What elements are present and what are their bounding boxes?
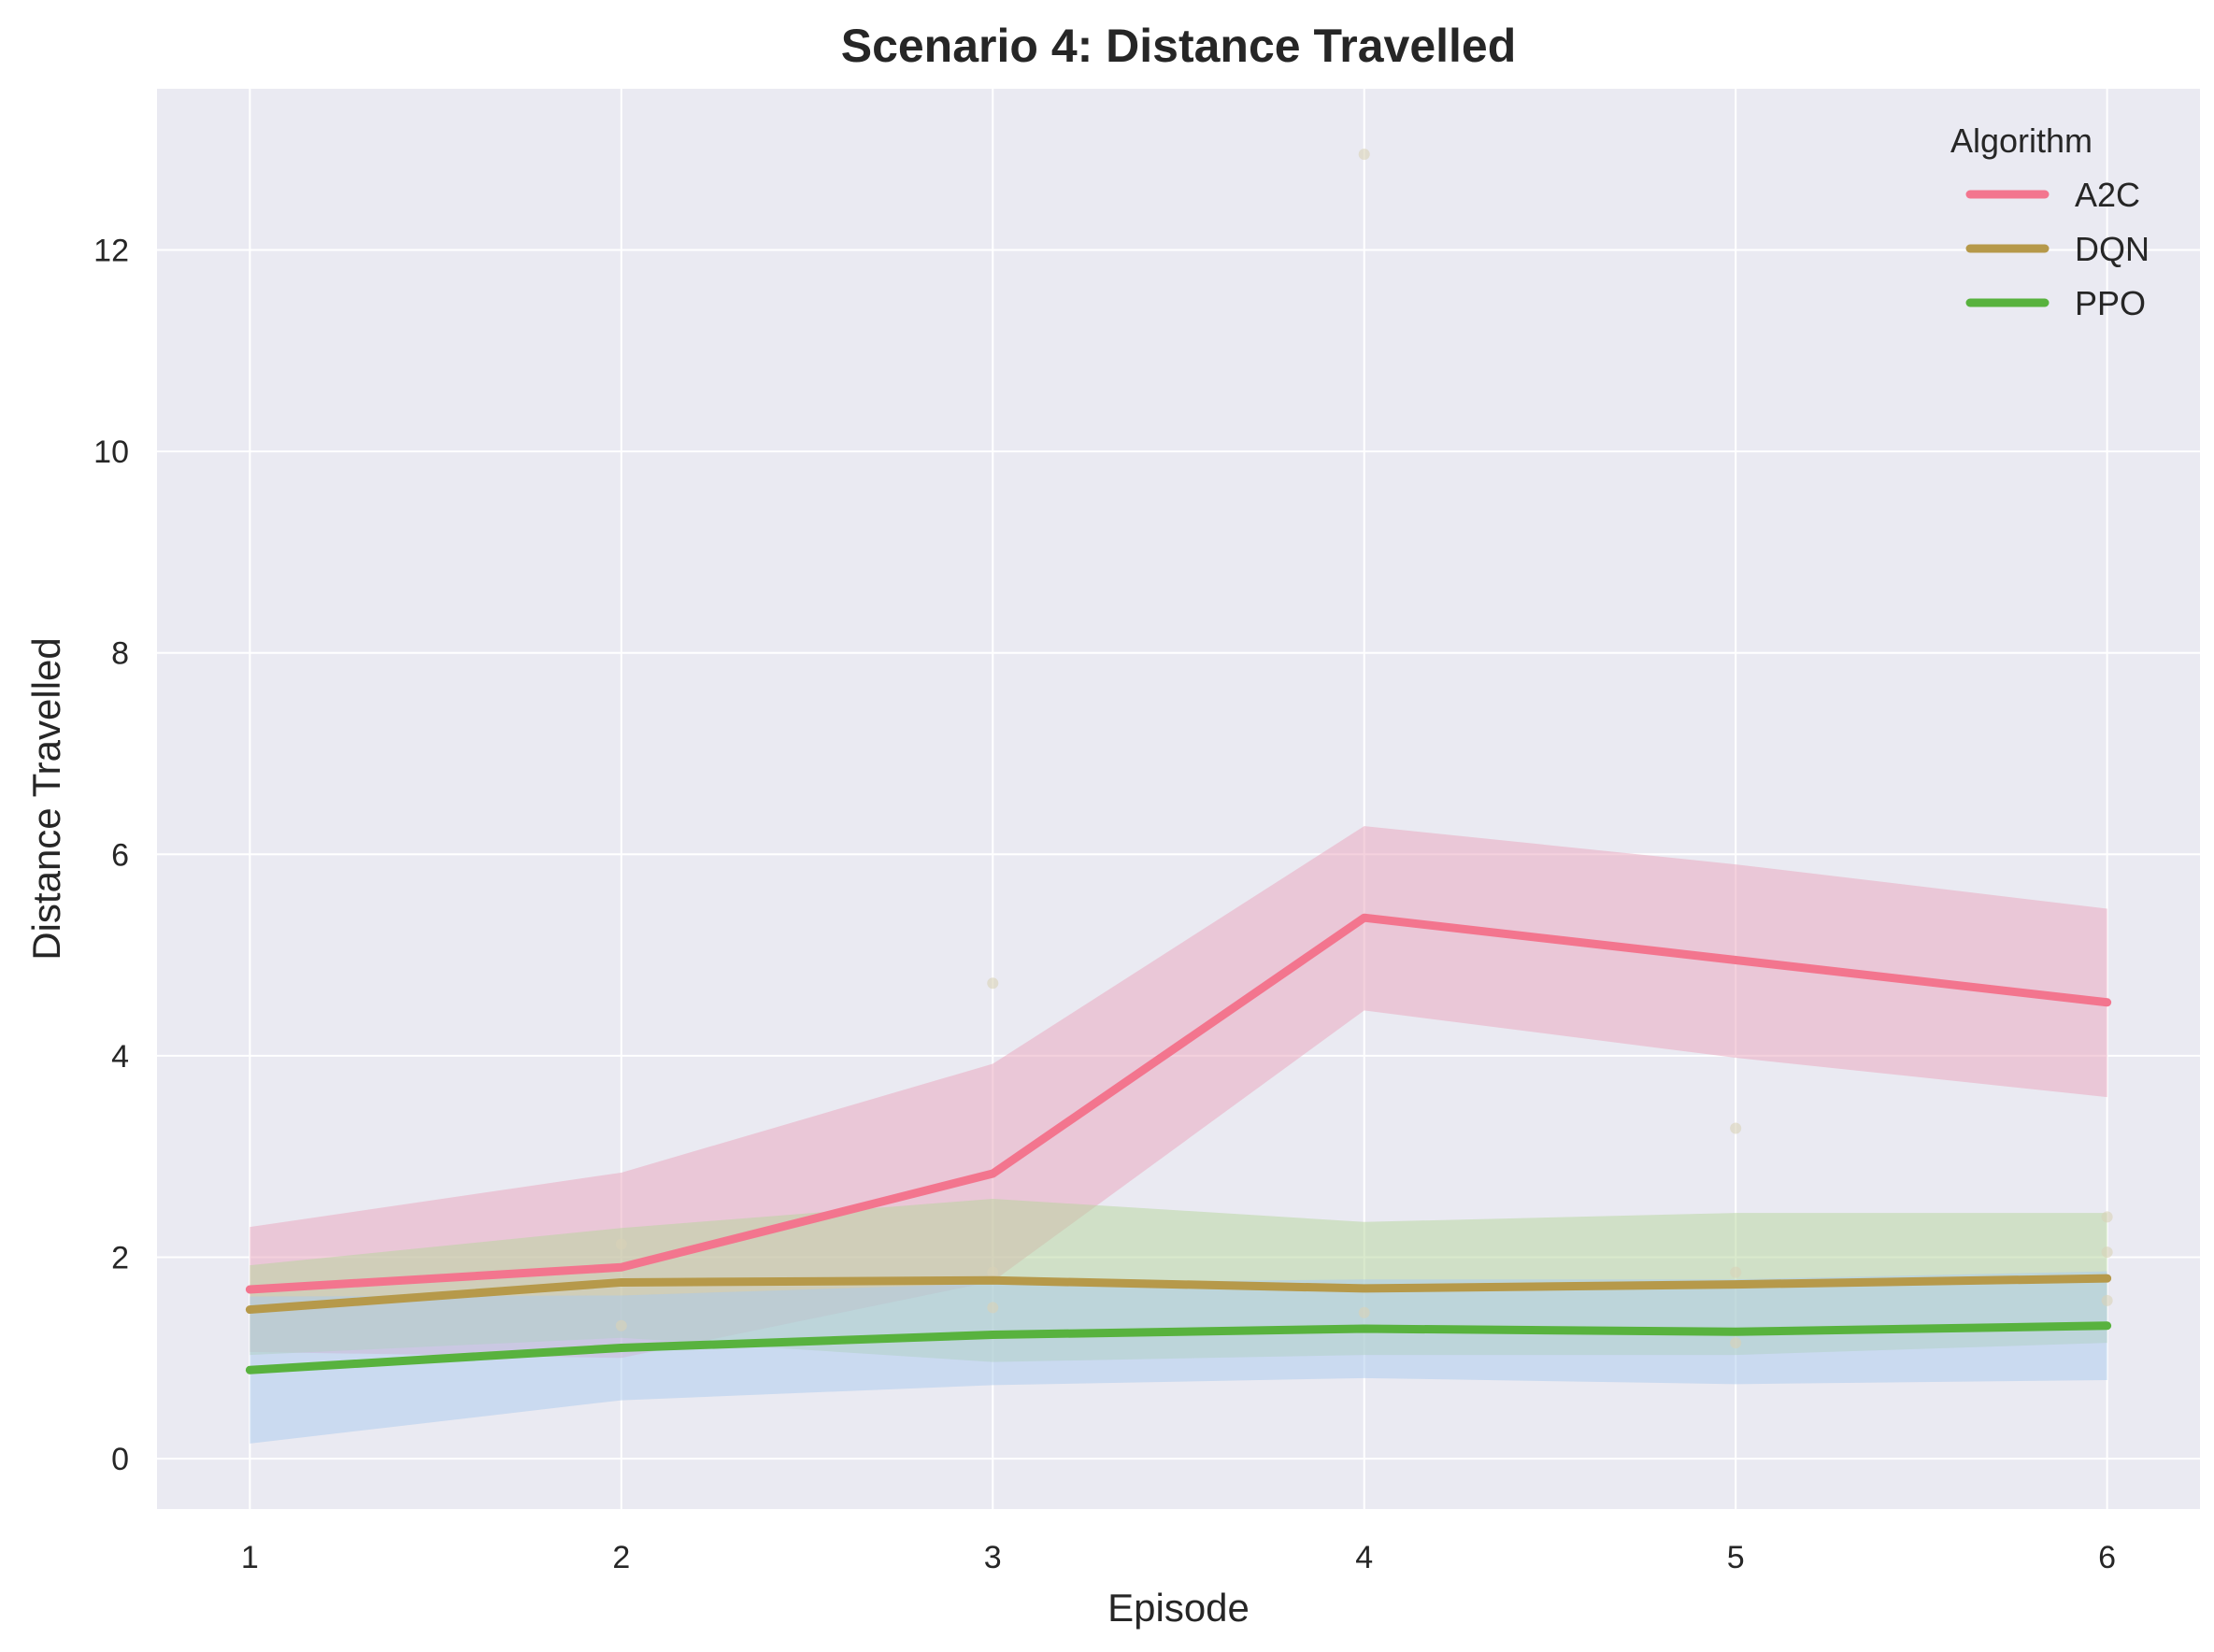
legend-label-dqn: DQN [2075, 230, 2150, 268]
x-tick-label: 2 [612, 1540, 630, 1575]
series-lines [245, 913, 2112, 1374]
x-tick-labels: 1 2 3 4 5 6 [241, 1540, 2116, 1575]
scatter-point [2101, 1294, 2113, 1306]
y-tick-labels: 0 2 4 6 8 10 12 [93, 233, 129, 1477]
legend-title: Algorithm [1950, 121, 2093, 160]
x-tick-label: 6 [2098, 1540, 2116, 1575]
y-tick-label: 10 [93, 434, 129, 470]
scatter-point [987, 1302, 999, 1314]
x-tick-label: 1 [241, 1540, 259, 1575]
scatter-point [615, 1319, 627, 1332]
scatter-point [1730, 1337, 1742, 1349]
line-ppo [245, 1321, 2112, 1374]
y-axis-label: Distance Travelled [24, 637, 68, 961]
y-tick-label: 0 [111, 1442, 129, 1477]
scatter-point [2101, 1246, 2113, 1259]
chart-title: Scenario 4: Distance Travelled [841, 20, 1517, 72]
line-dqn [245, 1274, 2112, 1315]
y-tick-label: 8 [111, 636, 129, 672]
scatter-point [987, 977, 999, 990]
scatter-point [1730, 1266, 1742, 1278]
line-a2c [245, 913, 2112, 1294]
band-ppo [250, 1271, 2107, 1444]
y-tick-label: 2 [111, 1240, 129, 1275]
legend-label-ppo: PPO [2075, 284, 2146, 322]
scatter-point [2101, 1211, 2113, 1223]
x-tick-label: 3 [984, 1540, 1002, 1575]
scatter-point [1358, 1306, 1370, 1318]
y-tick-label: 4 [111, 1039, 129, 1075]
legend: Algorithm A2C DQN PPO [1950, 121, 2150, 322]
x-axis-label: Episode [1107, 1586, 1250, 1630]
scatter-points [615, 149, 2113, 1349]
x-tick-label: 5 [1727, 1540, 1745, 1575]
scatter-point [987, 1266, 999, 1278]
legend-label-a2c: A2C [2075, 176, 2140, 214]
y-tick-label: 12 [93, 233, 129, 268]
scatter-point [615, 1238, 627, 1250]
scatter-point [1358, 149, 1370, 161]
x-tick-label: 4 [1355, 1540, 1373, 1575]
scatter-point [1730, 1122, 1742, 1134]
y-tick-label: 6 [111, 837, 129, 873]
